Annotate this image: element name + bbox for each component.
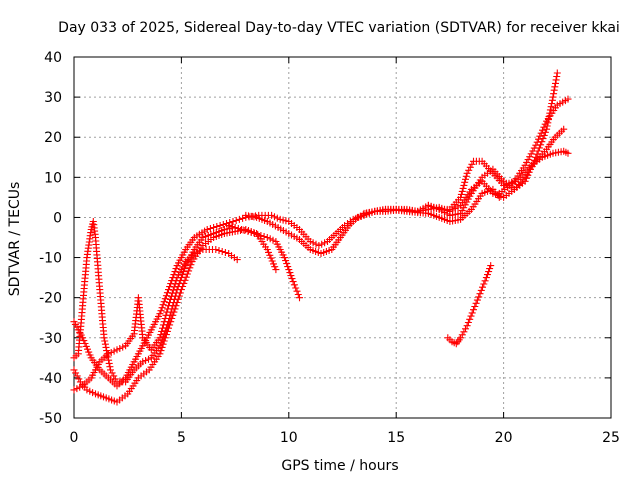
series-markers [70,246,241,394]
series-markers [360,69,561,219]
x-axis-label: GPS time / hours [281,458,398,474]
x-tick-label: 20 [495,430,513,446]
y-tick-label: -50 [39,411,62,427]
series-track-4 [70,226,280,406]
y-tick-label: -40 [39,371,62,387]
y-tick-label: -20 [39,291,62,307]
y-tick-label: 10 [44,170,62,186]
x-tick-label: 5 [177,430,186,446]
series-track-5 [225,222,303,302]
series-markers [70,226,280,406]
data-series [70,69,572,406]
series-track-10 [444,262,495,348]
x-tick-label: 25 [602,430,620,446]
x-tick-label: 0 [70,430,79,446]
x-tick-label: 10 [280,430,298,446]
chart-title: Day 033 of 2025, Sidereal Day-to-day VTE… [58,20,620,36]
series-track-6 [242,185,503,257]
series-markers [444,262,495,348]
series-track-3 [70,246,241,394]
y-tick-label: 40 [44,50,62,66]
y-tick-label: 0 [53,210,62,226]
series-track-9 [495,147,572,197]
y-axis-label: SDTVAR / TECUs [7,182,23,297]
series-track-8 [424,95,572,213]
axis-ticks: 0 5 10 15 20 25 -50 -40 -30 -20 -10 0 10 20 30 40 [39,50,620,446]
y-tick-label: 20 [44,130,62,146]
grid [74,57,611,418]
y-tick-label: 30 [44,90,62,106]
plot-frame [73,56,612,419]
series-markers [424,95,572,213]
y-tick-label: -30 [39,331,62,347]
y-tick-label: -10 [39,251,62,267]
x-tick-label: 15 [387,430,405,446]
series-track-7 [360,69,561,219]
series-markers [225,222,303,302]
series-markers [242,185,503,257]
series-markers [495,147,572,197]
